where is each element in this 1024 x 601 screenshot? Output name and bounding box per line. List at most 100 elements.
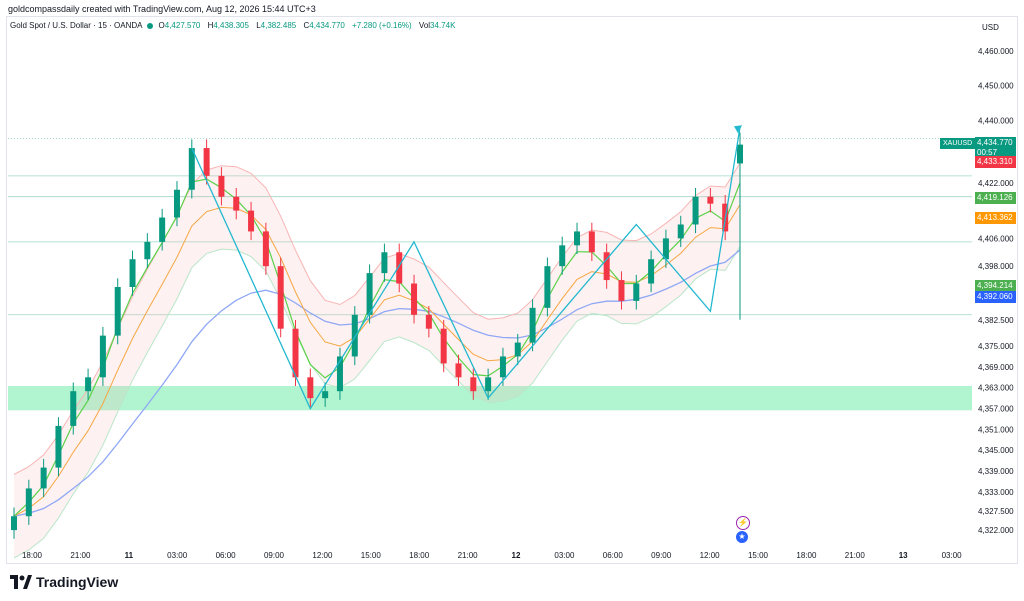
time-axis-label: 09:00 [264,551,285,560]
tradingview-logo-text: TradingView [36,574,119,590]
orange-price-tag: 4,413.362 [975,212,1016,224]
chart-attribution: goldcompassdaily created with TradingVie… [8,4,316,14]
candle-body [336,356,343,392]
candle-body [499,356,506,378]
candle-body [677,224,684,239]
last-price-tag: 4,434.770 00:57 [975,137,1016,159]
time-axis-label: 03:00 [554,551,575,560]
candle-body [737,144,743,164]
candle-body [514,342,521,357]
candle-body [425,314,432,329]
slow-ma-line [13,249,741,517]
candle-body [218,175,225,197]
candle-body [262,231,269,267]
high-value: 4,438.305 [213,21,249,30]
time-axis-label: 12:00 [700,551,721,560]
candle-body [55,425,62,468]
time-axis-label: 09:00 [651,551,672,560]
candle-body [233,196,240,211]
candle-body [159,217,166,242]
candle-body [70,391,77,426]
price-axis-label: 4,398.000 [978,262,1014,271]
candle-body [485,377,492,392]
price-axis-label: 4,327.500 [978,507,1014,516]
time-axis-label: 03:00 [942,551,963,560]
time-axis-label: 13 [899,551,908,560]
chart-frame [6,16,1018,564]
tradingview-logo-icon [10,575,32,589]
low-label: L [256,21,261,30]
candle-body [129,259,136,287]
close-value: 4,434.770 [309,21,345,30]
candle-body [381,252,388,274]
candle-body [440,328,447,364]
time-axis-label: 18:00 [22,551,43,560]
close-label: C [303,21,310,30]
tradingview-logo[interactable]: TradingView [10,574,118,590]
candle-body [559,245,566,267]
red-price-tag: 4,433.310 [975,156,1016,168]
price-axis-label: 4,406.000 [978,234,1014,243]
candle-body [173,189,180,218]
candle-body [307,377,314,399]
lightning-icon[interactable]: ⚡ [736,516,750,530]
price-axis-label: 4,450.000 [978,82,1014,91]
price-axis-label: 4,369.000 [978,363,1014,372]
candle-body [203,148,210,176]
candle-body [707,196,714,204]
candle-body [396,252,403,284]
candle-body [25,488,32,517]
symbol-description[interactable]: Gold Spot / U.S. Dollar · 15 · OANDA [10,21,143,30]
change-value: +7.280 (+0.16%) [352,21,412,30]
time-axis-label: 12:00 [312,551,333,560]
last-price-value: 4,434.770 [977,138,1013,147]
time-axis-label: 11 [125,551,134,560]
candle-body [322,391,329,399]
time-axis-label: 21:00 [845,551,866,560]
price-axis-label: 4,357.000 [978,405,1014,414]
candle-body [114,287,121,336]
candle-body [411,283,418,315]
price-axis-label: 4,440.000 [978,116,1014,125]
candle-body [470,377,477,392]
time-axis-label: 21:00 [70,551,91,560]
candle-body [99,335,106,378]
price-axis-label: 4,339.000 [978,467,1014,476]
candle-body [618,280,625,301]
open-value: 4,427.570 [164,21,201,30]
high-label: H [207,21,214,30]
candle-body [692,196,699,225]
bar-countdown: 00:57 [977,148,998,157]
bollinger-lower [13,246,741,559]
candle-body [603,252,610,281]
price-axis-label: 4,333.000 [978,488,1014,497]
candle-body [574,231,581,246]
lime-price-tag: 4,394.214 [975,280,1016,292]
time-axis-label: 06:00 [216,551,237,560]
candle-body [85,377,92,392]
time-axis-label: 18:00 [409,551,430,560]
blue-price-tag: 4,392.060 [975,291,1016,303]
time-axis-label: 18:00 [796,551,817,560]
time-axis-label: 15:00 [361,551,382,560]
candle-body [588,231,595,253]
volume-value: 34.74K [430,21,456,30]
currency-label[interactable]: USD [982,23,999,32]
us-flag-icon[interactable]: ★ [736,531,748,543]
candle-body [11,516,17,531]
time-axis-label: 06:00 [603,551,624,560]
volume-label: Vol [418,21,431,30]
price-axis-label: 4,382.500 [978,316,1014,325]
bollinger-band-fill [14,163,740,558]
candle-body [277,266,284,329]
candle-body [292,328,299,378]
candle-body [455,363,462,378]
zigzag-pattern-line [191,127,741,410]
candle-body [662,238,669,260]
candle-body [544,266,551,308]
candle-body [248,210,255,232]
price-axis-label: 4,422.000 [978,179,1014,188]
time-axis-label: 15:00 [748,551,769,560]
time-axis-label: 12 [512,551,521,560]
